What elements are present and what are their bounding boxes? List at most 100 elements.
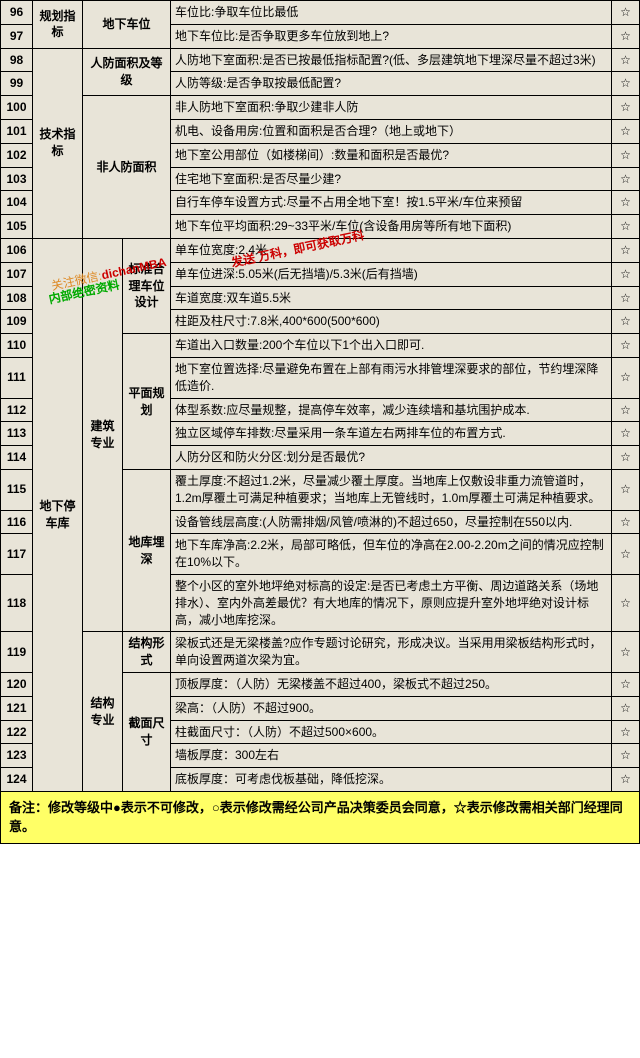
row-num: 111 [1, 357, 33, 398]
desc: 底板厚度：可考虑伐板基础，降低挖深。 [171, 768, 612, 792]
desc: 自行车停车设置方式:尽量不占用全地下室！按1.5平米/车位来预留 [171, 191, 612, 215]
sub-defense: 人防面积及等级 [83, 48, 171, 96]
row-num: 103 [1, 167, 33, 191]
cat-main: 地下停车库 [33, 238, 83, 791]
star: ☆ [612, 744, 640, 768]
sub-plan-layout: 平面规划 [123, 334, 171, 470]
cat-arch: 建筑专业 [83, 238, 123, 631]
star: ☆ [612, 48, 640, 72]
desc: 地下室公用部位（如楼梯间）:数量和面积是否最优? [171, 143, 612, 167]
star: ☆ [612, 72, 640, 96]
star: ☆ [612, 768, 640, 792]
cat-planning: 规划指标 [33, 1, 83, 49]
row-num: 113 [1, 422, 33, 446]
table-row: 98技术指标人防面积及等级人防地下室面积:是否已按最低指标配置?(低、多层建筑地… [1, 48, 640, 72]
desc: 顶板厚度：（人防）无梁楼盖不超过400，梁板式不超过250。 [171, 672, 612, 696]
sub-depth: 地库埋深 [123, 469, 171, 631]
star: ☆ [612, 96, 640, 120]
star: ☆ [612, 632, 640, 673]
desc: 地下车位比:是否争取更多车位放到地上? [171, 24, 612, 48]
desc: 独立区域停车排数:尽量采用一条车道左右两排车位的布置方式. [171, 422, 612, 446]
sub-section: 截面尺寸 [123, 672, 171, 791]
row-num: 96 [1, 1, 33, 25]
sub-underground-pos: 地下车位 [83, 1, 171, 49]
row-num: 100 [1, 96, 33, 120]
row-num: 121 [1, 696, 33, 720]
desc: 梁高：（人防）不超过900。 [171, 696, 612, 720]
row-num: 110 [1, 334, 33, 358]
star: ☆ [612, 238, 640, 262]
row-num: 122 [1, 720, 33, 744]
row-num: 107 [1, 262, 33, 286]
star: ☆ [612, 143, 640, 167]
desc: 车道宽度:双车道5.5米 [171, 286, 612, 310]
row-num: 118 [1, 574, 33, 631]
star: ☆ [612, 310, 640, 334]
desc: 柱距及柱尺寸:7.8米,400*600(500*600) [171, 310, 612, 334]
desc: 覆土厚度:不超过1.2米，尽量减少覆土厚度。当地库上仅敷设非重力流管道时，1.2… [171, 469, 612, 510]
star: ☆ [612, 191, 640, 215]
desc: 地下车库净高:2.2米，局部可略低，但车位的净高在2.00-2.20m之间的情况… [171, 534, 612, 575]
desc: 体型系数:应尽量规整，提高停车效率，减少连续墙和基坑围护成本. [171, 398, 612, 422]
cat-struct: 结构专业 [83, 632, 123, 792]
desc: 梁板式还是无梁楼盖?应作专题讨论研究，形成决议。当采用用梁板结构形式时，单向设置… [171, 632, 612, 673]
desc: 地下室位置选择:尽量避免布置在上部有雨污水排管埋深要求的部位，节约埋深降低造价. [171, 357, 612, 398]
row-num: 117 [1, 534, 33, 575]
sub-std-slot: 标准合理车位设计 [123, 238, 171, 333]
desc: 人防地下室面积:是否已按最低指标配置?(低、多层建筑地下埋深尽量不超过3米) [171, 48, 612, 72]
table-row: 119结构专业结构形式梁板式还是无梁楼盖?应作专题讨论研究，形成决议。当采用用梁… [1, 632, 640, 673]
star: ☆ [612, 215, 640, 239]
star: ☆ [612, 24, 640, 48]
star: ☆ [612, 446, 640, 470]
row-num: 97 [1, 24, 33, 48]
desc: 车位比:争取车位比最低 [171, 1, 612, 25]
row-num: 119 [1, 632, 33, 673]
footer-note: 备注：修改等级中●表示不可修改，○表示修改需经公司产品决策委员会同意，☆表示修改… [0, 792, 640, 844]
desc: 非人防地下室面积:争取少建非人防 [171, 96, 612, 120]
row-num: 104 [1, 191, 33, 215]
sub-non-defense: 非人防面积 [83, 96, 171, 239]
row-num: 109 [1, 310, 33, 334]
star: ☆ [612, 334, 640, 358]
star: ☆ [612, 262, 640, 286]
desc: 单车位进深:5.05米(后无挡墙)/5.3米(后有挡墙) [171, 262, 612, 286]
row-num: 112 [1, 398, 33, 422]
table-row: 100非人防面积非人防地下室面积:争取少建非人防☆ [1, 96, 640, 120]
table-row: 106地下停车库建筑专业标准合理车位设计单车位宽度:2.4米☆ [1, 238, 640, 262]
desc: 设备管线层高度:(人防需排烟/风管/喷淋的)不超过650，尽量控制在550以内. [171, 510, 612, 534]
row-num: 116 [1, 510, 33, 534]
row-num: 108 [1, 286, 33, 310]
row-num: 102 [1, 143, 33, 167]
row-num: 106 [1, 238, 33, 262]
star: ☆ [612, 574, 640, 631]
row-num: 120 [1, 672, 33, 696]
desc: 机电、设备用房:位置和面积是否合理?（地上或地下） [171, 119, 612, 143]
row-num: 114 [1, 446, 33, 470]
row-num: 101 [1, 119, 33, 143]
spec-table: 96规划指标地下车位车位比:争取车位比最低☆ 97地下车位比:是否争取更多车位放… [0, 0, 640, 792]
desc: 墙板厚度：300左右 [171, 744, 612, 768]
desc: 柱截面尺寸：（人防）不超过500×600。 [171, 720, 612, 744]
row-num: 124 [1, 768, 33, 792]
row-num: 99 [1, 72, 33, 96]
desc: 人防等级:是否争取按最低配置? [171, 72, 612, 96]
star: ☆ [612, 422, 640, 446]
star: ☆ [612, 357, 640, 398]
star: ☆ [612, 1, 640, 25]
star: ☆ [612, 119, 640, 143]
star: ☆ [612, 510, 640, 534]
star: ☆ [612, 398, 640, 422]
desc: 车道出入口数量:200个车位以下1个出入口即可. [171, 334, 612, 358]
row-num: 115 [1, 469, 33, 510]
star: ☆ [612, 286, 640, 310]
desc: 地下车位平均面积:29~33平米/车位(含设备用房等所有地下面积) [171, 215, 612, 239]
cat-tech: 技术指标 [33, 48, 83, 238]
star: ☆ [612, 696, 640, 720]
star: ☆ [612, 469, 640, 510]
star: ☆ [612, 720, 640, 744]
desc: 住宅地下室面积:是否尽量少建? [171, 167, 612, 191]
desc: 单车位宽度:2.4米 [171, 238, 612, 262]
row-num: 98 [1, 48, 33, 72]
desc: 整个小区的室外地坪绝对标高的设定:是否已考虑土方平衡、周边道路关系（场地排水）、… [171, 574, 612, 631]
table-row: 96规划指标地下车位车位比:争取车位比最低☆ [1, 1, 640, 25]
